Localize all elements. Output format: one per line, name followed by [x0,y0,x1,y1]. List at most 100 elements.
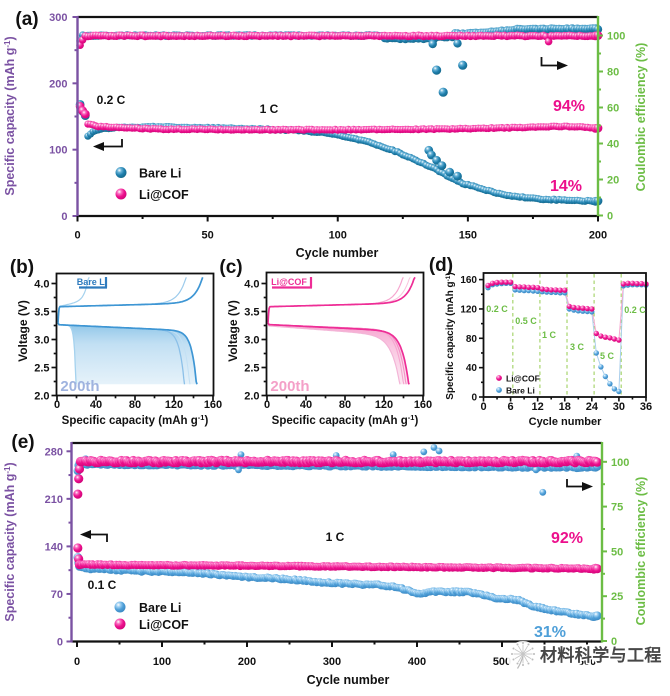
svg-text:160: 160 [204,399,222,411]
svg-text:400: 400 [408,656,426,668]
svg-text:100: 100 [607,31,625,43]
svg-text:80: 80 [339,399,351,411]
svg-text:18: 18 [559,401,571,413]
svg-text:120: 120 [460,304,477,315]
svg-text:3 C: 3 C [570,342,585,352]
svg-text:80: 80 [466,334,478,345]
svg-text:2.0: 2.0 [34,391,49,403]
svg-text:0.2 C: 0.2 C [486,304,508,314]
svg-text:0: 0 [74,230,80,242]
svg-text:25: 25 [611,591,623,603]
svg-text:70: 70 [51,589,63,601]
svg-text:100: 100 [329,230,347,242]
svg-text:0.2 C: 0.2 C [624,305,646,315]
svg-text:Li@COF: Li@COF [139,188,189,202]
svg-text:Specific capacity (mAh g-1): Specific capacity (mAh g-1) [272,413,419,428]
svg-text:0: 0 [611,636,617,648]
svg-text:0: 0 [607,211,613,223]
svg-text:0.1 C: 0.1 C [88,578,117,592]
svg-text:6: 6 [508,401,514,413]
svg-text:Voltage (V): Voltage (V) [226,300,240,362]
svg-text:40: 40 [466,363,478,374]
svg-text:1 C: 1 C [542,330,557,340]
svg-text:Coulombic efficiency (%): Coulombic efficiency (%) [634,477,648,626]
svg-text:14%: 14% [550,178,582,195]
svg-text:Li@COF: Li@COF [506,374,540,384]
svg-text:120: 120 [165,399,183,411]
svg-text:Specific capacity (mAh g-1): Specific capacity (mAh g-1) [445,272,457,400]
svg-text:3.5: 3.5 [34,307,49,319]
svg-text:200th: 200th [270,378,309,395]
svg-text:92%: 92% [551,530,583,547]
svg-text:31%: 31% [534,624,566,641]
svg-text:材料科学与工程: 材料科学与工程 [540,645,662,665]
svg-text:5 C: 5 C [600,351,615,361]
svg-text:0: 0 [74,656,80,668]
svg-text:Bare Li: Bare Li [139,167,181,181]
svg-text:Specific capacity (mAh g-1): Specific capacity (mAh g-1) [3,36,18,195]
svg-text:40: 40 [300,399,312,411]
svg-text:200: 200 [49,78,67,90]
svg-text:(e): (e) [11,432,34,453]
svg-text:0: 0 [54,399,60,411]
svg-text:20: 20 [607,175,619,187]
svg-text:100: 100 [611,457,629,469]
svg-text:Bare Li: Bare Li [506,386,535,396]
svg-text:Voltage (V): Voltage (V) [16,300,30,362]
svg-text:0.2 C: 0.2 C [97,93,126,107]
svg-text:36: 36 [640,401,652,413]
svg-text:80: 80 [129,399,141,411]
svg-text:4.0: 4.0 [244,279,259,291]
svg-text:12: 12 [532,401,544,413]
svg-text:0.5 C: 0.5 C [515,316,537,326]
svg-text:Specific capacity (mAh g-1): Specific capacity (mAh g-1) [3,462,18,621]
svg-text:4.0: 4.0 [34,279,49,291]
svg-text:(b): (b) [10,257,34,278]
svg-text:300: 300 [49,12,67,24]
svg-text:0: 0 [471,393,477,404]
svg-text:600: 600 [578,656,596,668]
svg-text:3.0: 3.0 [34,335,49,347]
svg-text:200th: 200th [60,378,99,395]
svg-text:160: 160 [414,399,432,411]
svg-text:40: 40 [90,399,102,411]
svg-text:80: 80 [607,67,619,79]
svg-text:1 C: 1 C [326,530,345,544]
svg-text:200: 200 [589,230,607,242]
svg-text:75: 75 [611,502,623,514]
svg-text:210: 210 [45,494,63,506]
svg-text:500: 500 [493,656,511,668]
svg-text:200: 200 [238,656,256,668]
svg-text:(c): (c) [219,257,242,278]
svg-text:Bare Li: Bare Li [77,277,108,287]
svg-text:0: 0 [57,637,63,649]
svg-text:0: 0 [264,399,270,411]
svg-text:2.0: 2.0 [244,391,259,403]
svg-text:3.0: 3.0 [244,335,259,347]
svg-text:100: 100 [49,145,67,157]
svg-text:150: 150 [459,230,477,242]
svg-text:2.5: 2.5 [34,363,49,375]
svg-text:94%: 94% [553,98,585,115]
svg-text:Specific capacity (mAh g-1): Specific capacity (mAh g-1) [62,413,209,428]
svg-text:Cycle number: Cycle number [529,416,602,428]
svg-text:Cycle number: Cycle number [307,673,390,687]
svg-text:Bare Li: Bare Li [139,601,181,615]
svg-text:0: 0 [61,211,67,223]
svg-text:3.5: 3.5 [244,307,259,319]
svg-text:(d): (d) [429,255,453,276]
svg-text:40: 40 [607,139,619,151]
svg-text:Li@COF: Li@COF [271,277,307,287]
svg-text:24: 24 [586,401,599,413]
svg-text:50: 50 [202,230,214,242]
svg-text:(a): (a) [15,9,38,30]
svg-text:1 C: 1 C [260,102,279,116]
svg-text:60: 60 [607,103,619,115]
svg-text:120: 120 [375,399,393,411]
svg-text:Cycle number: Cycle number [296,246,379,260]
svg-text:100: 100 [153,656,171,668]
svg-text:2.5: 2.5 [244,363,259,375]
svg-text:30: 30 [613,401,625,413]
svg-text:Li@COF: Li@COF [139,618,189,632]
svg-text:300: 300 [323,656,341,668]
